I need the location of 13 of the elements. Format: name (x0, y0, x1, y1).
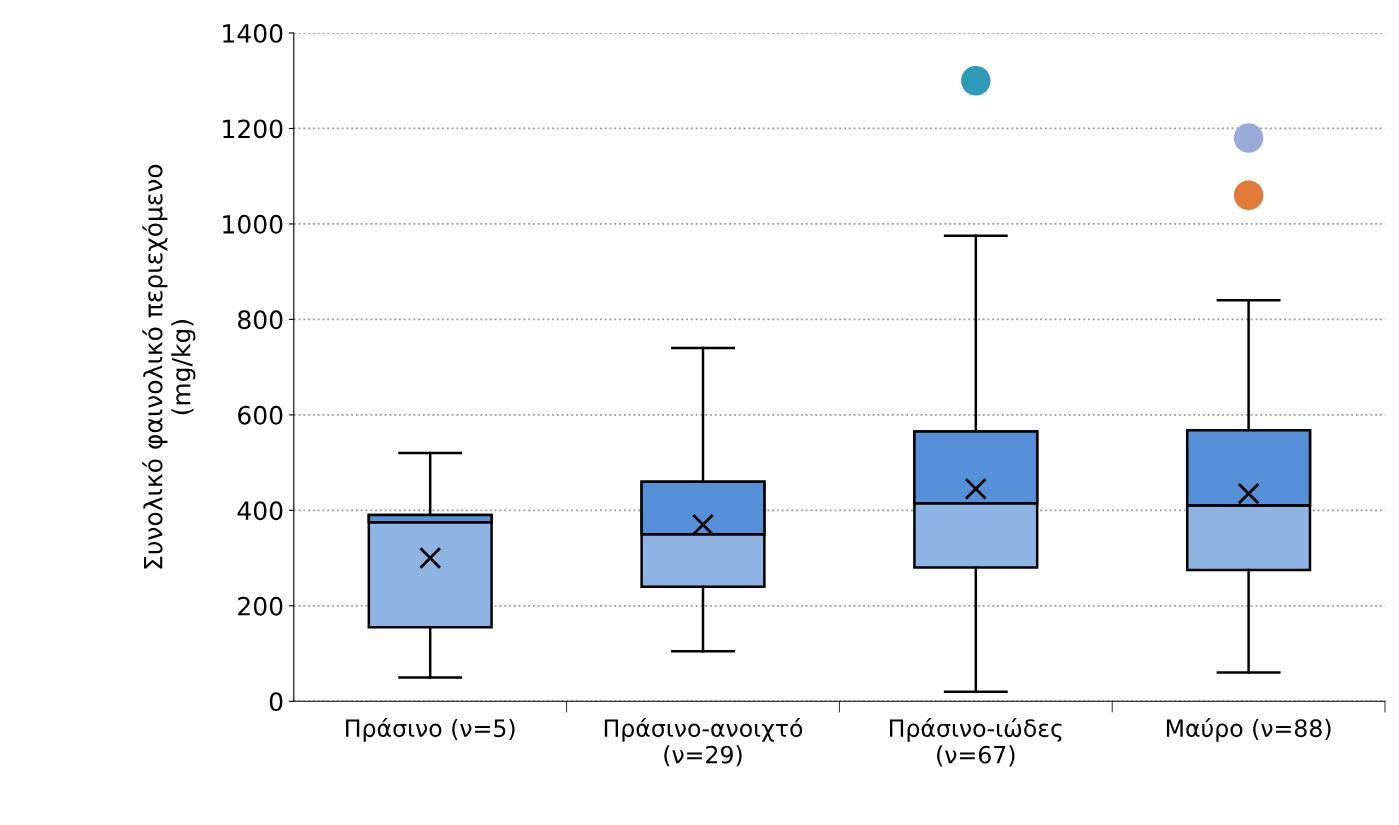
y-tick-label: 200 (238, 596, 283, 616)
y-axis-title: Συνολικό φαινολικό περιεχόμενο (mg/kg) (142, 164, 196, 569)
x-tick-label: Μαύρο (ν=88) (1166, 717, 1331, 742)
x-tick-label: Πράσινο (ν=5) (346, 717, 515, 742)
y-tick-label: 1400 (223, 23, 283, 43)
y-tick-label: 0 (269, 692, 283, 712)
x-tick-label: Πράσινο-ανοιχτό (ν=29) (604, 717, 803, 767)
y-tick-label: 600 (238, 405, 283, 425)
y-tick-label: 1200 (223, 119, 283, 139)
y-tick-label: 1000 (223, 214, 283, 234)
x-tick-label: Πράσινο-ιώδες (ν=67) (890, 717, 1062, 767)
y-tick-label: 800 (238, 310, 283, 330)
y-tick-label: 400 (237, 501, 283, 521)
